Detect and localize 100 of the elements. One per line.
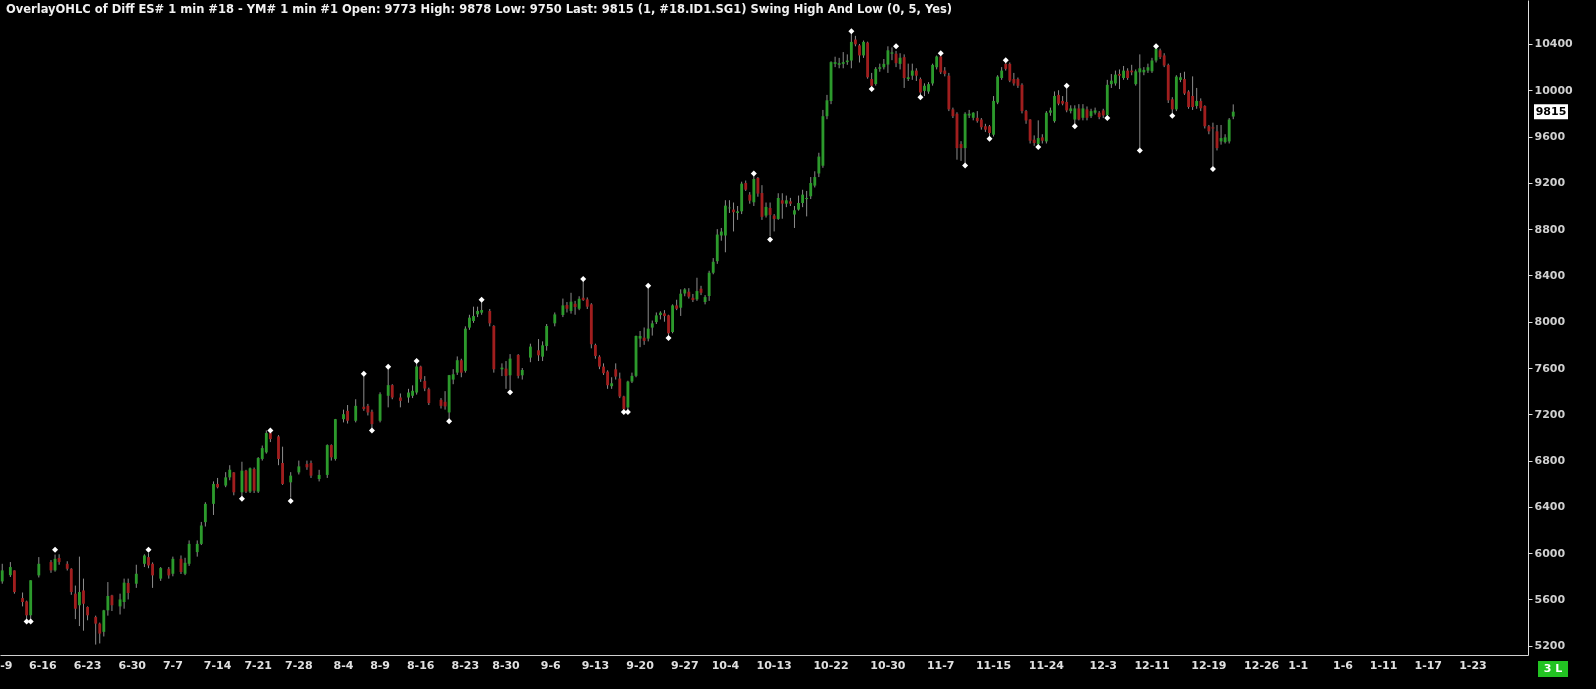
y-tick-label: 5200 xyxy=(1534,639,1566,653)
candlestick xyxy=(126,578,130,600)
x-tick-label: 1-6 xyxy=(1333,658,1354,672)
candlestick xyxy=(707,270,711,302)
candlestick xyxy=(528,343,532,363)
point xyxy=(580,275,587,282)
candlestick xyxy=(508,353,512,390)
candlestick xyxy=(642,327,646,346)
point xyxy=(287,498,294,505)
candlestick xyxy=(13,569,16,595)
point xyxy=(1169,112,1176,119)
candlestick xyxy=(354,398,358,423)
candlestick xyxy=(1203,104,1207,129)
x-tick-label: 8-30 xyxy=(492,658,521,672)
text: 3 L xyxy=(1543,662,1563,675)
point xyxy=(238,495,245,502)
candlestick xyxy=(1138,53,1142,151)
x-tick-label: 1-1 xyxy=(1288,658,1309,672)
candlestick xyxy=(573,300,577,316)
candlestick xyxy=(212,480,215,516)
point xyxy=(750,170,757,177)
point xyxy=(1063,82,1070,89)
x-tick-label: 10-22 xyxy=(813,658,849,672)
x-tick-label: 8-9 xyxy=(370,658,391,672)
candlestick xyxy=(874,66,878,87)
y-tick-label: 7600 xyxy=(1534,361,1566,375)
candlestick xyxy=(902,53,906,89)
candlestick xyxy=(151,561,154,589)
x-tick-label: 8-4 xyxy=(333,658,354,672)
candlestick xyxy=(94,615,98,646)
x-tick-label: 6-23 xyxy=(73,658,102,672)
y-tick-label: 9200 xyxy=(1534,176,1566,190)
point xyxy=(767,236,774,243)
candlestick xyxy=(1036,119,1040,148)
candlestick xyxy=(455,355,459,376)
candlestick xyxy=(459,358,463,378)
x-tick-label: 10-30 xyxy=(870,658,906,672)
candlestick xyxy=(809,176,813,200)
x-tick-label: 7-21 xyxy=(244,658,272,672)
text: 9815 xyxy=(1535,104,1567,118)
candlestick xyxy=(898,52,902,70)
point xyxy=(145,546,152,553)
x-tick-label: 8-23 xyxy=(451,658,480,672)
point xyxy=(413,358,420,365)
candlestick xyxy=(886,45,890,74)
point xyxy=(368,427,375,434)
point xyxy=(848,28,855,35)
x-tick-label: 8-16 xyxy=(406,658,435,672)
candlestick xyxy=(78,556,81,627)
x-tick-label: 6-30 xyxy=(118,658,147,672)
candlestick xyxy=(638,330,642,348)
x-tick-label: 7-7 xyxy=(162,658,183,672)
point xyxy=(1071,123,1078,130)
candlestick xyxy=(1008,61,1012,83)
candlestick xyxy=(232,471,236,496)
candlestick xyxy=(122,578,126,610)
candlestick xyxy=(606,369,610,390)
candlestick xyxy=(1028,118,1032,144)
candlestick xyxy=(106,581,110,617)
candlestick xyxy=(277,434,280,466)
point xyxy=(1153,43,1160,50)
point xyxy=(868,86,875,93)
candlestick xyxy=(0,563,4,585)
candlestick xyxy=(171,556,175,577)
y-tick-label: 8800 xyxy=(1534,222,1566,236)
point xyxy=(962,162,969,169)
point xyxy=(1002,57,1009,64)
point xyxy=(1209,165,1216,172)
candlestick xyxy=(1191,75,1195,111)
candlestick xyxy=(102,609,106,637)
y-tick-label: 7200 xyxy=(1534,407,1566,421)
point xyxy=(645,282,652,289)
x-tick-label: 10-13 xyxy=(756,658,792,672)
x-tick-label: 7-14 xyxy=(203,658,232,672)
y-tick-label: 6400 xyxy=(1534,500,1566,514)
x-tick-label: 12-3 xyxy=(1089,658,1118,672)
candlestick xyxy=(756,176,760,198)
x-tick-label: 10-4 xyxy=(711,658,740,672)
point xyxy=(1104,115,1111,122)
candlestick xyxy=(776,192,780,221)
candlestick xyxy=(793,205,796,229)
candlestick xyxy=(516,353,520,379)
point xyxy=(937,50,944,57)
candlestick xyxy=(1093,107,1097,116)
candlestick xyxy=(252,467,256,494)
y-tick-label: 10400 xyxy=(1534,37,1574,51)
point xyxy=(478,296,485,303)
x-tick-label: 12-26 xyxy=(1244,658,1280,672)
y-tick-label: 6000 xyxy=(1534,546,1566,560)
x-tick-label: 11-7 xyxy=(926,658,955,672)
y-tick-label: 6800 xyxy=(1534,454,1566,468)
candlestick xyxy=(57,553,61,566)
point xyxy=(267,427,274,434)
candlestick xyxy=(69,567,73,596)
candlestick xyxy=(679,288,683,317)
x-tick-label: 6-16 xyxy=(29,658,57,672)
point xyxy=(360,370,367,377)
x-tick-label: 11-15 xyxy=(975,658,1012,672)
point xyxy=(917,94,924,101)
x-tick-label: 1-11 xyxy=(1369,658,1398,672)
